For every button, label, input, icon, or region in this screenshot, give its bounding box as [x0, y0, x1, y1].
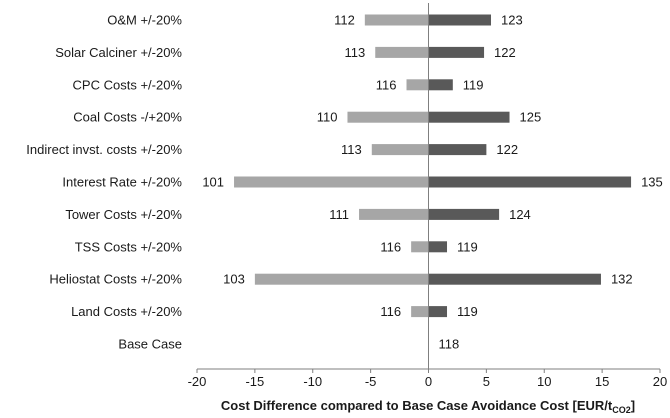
x-tick-label: 0: [425, 374, 432, 389]
category-label: Tower Costs +/-20%: [65, 207, 182, 222]
x-tick-label: -5: [365, 374, 377, 389]
high-bar: [428, 208, 500, 220]
low-bar: [406, 79, 429, 91]
category-label: Coal Costs -/+20%: [73, 110, 182, 125]
x-tick-label: 5: [483, 374, 490, 389]
low-value-label: 101: [202, 175, 224, 190]
low-value-label: 111: [329, 207, 349, 222]
low-value-label: 116: [380, 304, 401, 319]
axis-layer: -20 -15 -10 -5 0 5 10 15 20: [188, 3, 667, 389]
low-value-label: 103: [223, 272, 245, 287]
category-label: Base Case: [118, 337, 182, 352]
category-label: O&M +/-20%: [107, 13, 182, 28]
high-bar: [428, 14, 492, 26]
low-bar: [234, 176, 429, 188]
low-value-label: 116: [380, 239, 401, 254]
low-value-label: 113: [341, 142, 362, 157]
category-label: TSS Costs +/-20%: [75, 239, 183, 254]
low-bar: [375, 46, 429, 58]
high-value-label: 125: [520, 110, 542, 125]
high-bar: [428, 273, 601, 285]
high-bar: [428, 46, 485, 58]
high-value-label: 135: [641, 175, 663, 190]
category-label: Indirect invst. costs +/-20%: [26, 142, 182, 157]
high-value-label: 123: [501, 13, 523, 28]
x-tick-label: -20: [188, 374, 207, 389]
bars-layer: [234, 14, 632, 318]
high-value-label: 119: [463, 77, 484, 92]
low-bar: [371, 144, 429, 156]
high-value-label: 119: [457, 239, 478, 254]
high-bar: [428, 144, 487, 156]
category-label: Land Costs +/-20%: [71, 304, 182, 319]
low-bar: [359, 208, 429, 220]
category-label: CPC Costs +/-20%: [73, 77, 183, 92]
high-value-label: 124: [509, 207, 531, 222]
high-value-label: 132: [611, 272, 633, 287]
x-tick-label: 20: [653, 374, 667, 389]
x-tick-label: -15: [245, 374, 264, 389]
category-label: Interest Rate +/-20%: [62, 175, 182, 190]
low-bar: [411, 306, 429, 318]
x-axis-title: Cost Difference compared to Base Case Av…: [221, 398, 635, 415]
low-value-label: 112: [334, 13, 355, 28]
low-value-label: 110: [317, 110, 338, 125]
high-bar: [428, 241, 448, 253]
low-bar: [411, 241, 429, 253]
high-value-label: 118: [439, 337, 460, 352]
high-bar: [428, 176, 632, 188]
low-bar: [254, 273, 429, 285]
low-bar: [364, 14, 429, 26]
low-value-label: 116: [376, 77, 397, 92]
high-value-label: 122: [494, 45, 516, 60]
labels-layer: O&M +/-20% 112 123 Solar Calciner +/-20% 113…: [26, 13, 662, 352]
x-tick-label: 15: [595, 374, 609, 389]
category-label: Heliostat Costs +/-20%: [49, 272, 182, 287]
category-label: Solar Calciner +/-20%: [55, 45, 182, 60]
x-tick-label: 10: [537, 374, 551, 389]
x-tick-label: -10: [303, 374, 322, 389]
low-bar: [347, 111, 429, 123]
high-bar: [428, 79, 453, 91]
low-value-label: 113: [345, 45, 366, 60]
high-bar: [428, 306, 448, 318]
high-value-label: 119: [457, 304, 478, 319]
high-value-label: 122: [496, 142, 518, 157]
high-bar: [428, 111, 510, 123]
